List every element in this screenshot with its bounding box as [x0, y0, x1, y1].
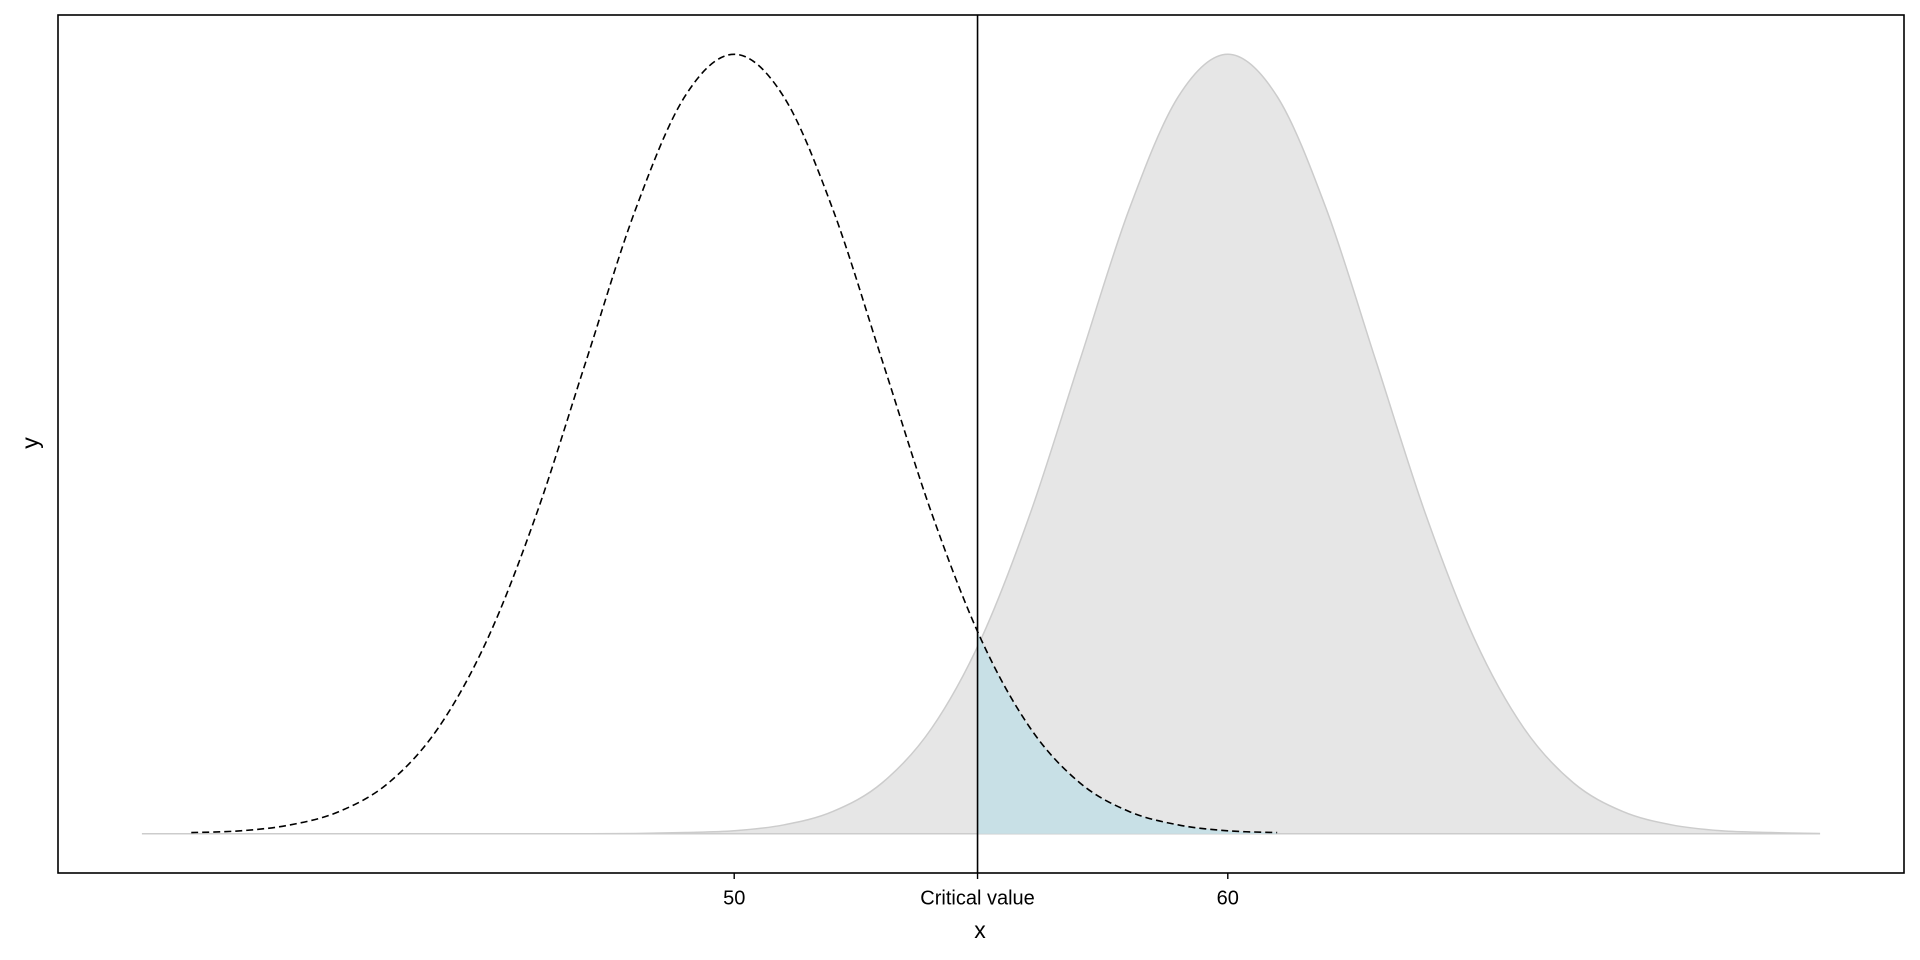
y-axis-label: y: [17, 437, 43, 449]
density-area: [141, 54, 1821, 834]
x-axis-label: x: [974, 917, 986, 943]
x-tick-label: Critical value: [920, 887, 1034, 909]
density-outline: [141, 53, 1821, 835]
x-tick-label: 50: [723, 887, 745, 909]
plot-border: [57, 14, 1905, 874]
density-line: [191, 53, 1278, 834]
x-tick-label: 60: [1217, 887, 1239, 909]
shaded-tail: [977, 631, 1278, 834]
